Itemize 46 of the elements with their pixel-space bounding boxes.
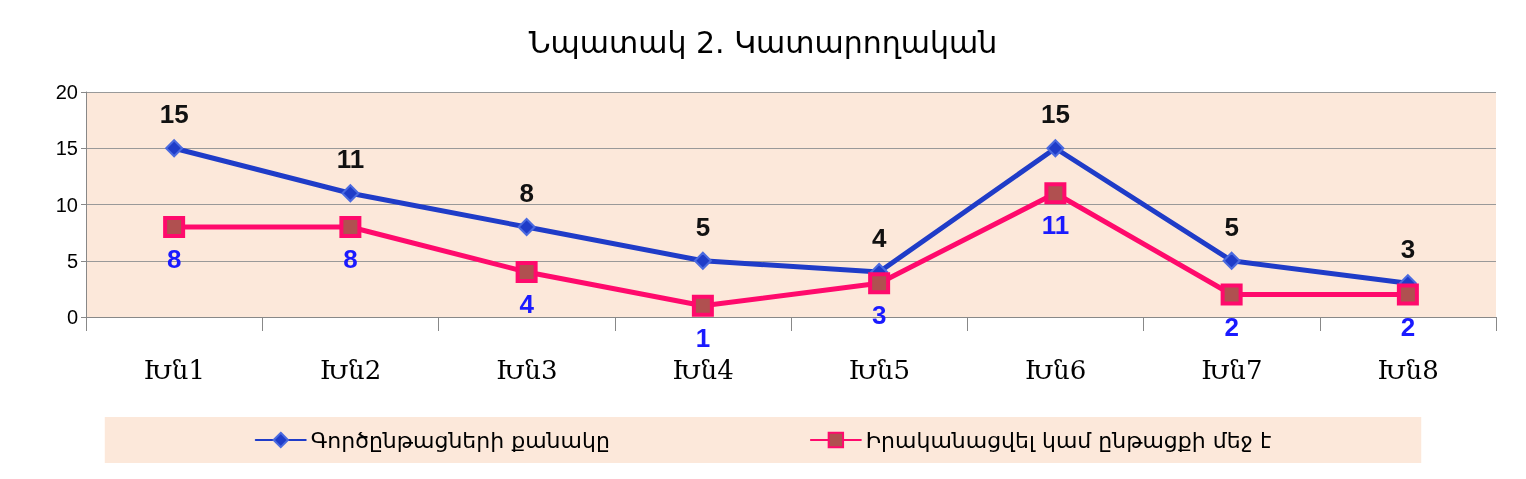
- chart-title: Նպատակ 2. Կատարողական: [528, 24, 998, 60]
- data-label: 5: [695, 211, 711, 242]
- legend-label: Գործընթացների քանակը: [310, 427, 610, 453]
- point: [339, 216, 362, 238]
- point: [163, 216, 186, 238]
- point: [1222, 251, 1241, 270]
- x-tick-label: Խն6: [1024, 355, 1087, 385]
- y-tick-label: 15: [55, 137, 78, 160]
- data-label: 8: [166, 244, 182, 274]
- point: [693, 251, 712, 270]
- data-label: 1: [695, 322, 711, 353]
- point: [1046, 139, 1065, 158]
- point: [1396, 283, 1419, 306]
- data-label: 3: [871, 300, 887, 331]
- data-label: 8: [519, 178, 534, 208]
- data-label: 2: [1224, 311, 1239, 342]
- point: [1044, 182, 1067, 205]
- data-label: 5: [1224, 211, 1239, 242]
- data-label: 15: [159, 99, 189, 130]
- x-tick-label: Խն2: [319, 355, 382, 385]
- data-label: 8: [343, 244, 358, 274]
- data-label: 11: [1041, 210, 1070, 241]
- y-tick-label: 20: [55, 81, 78, 103]
- point: [868, 272, 891, 295]
- y-tick-label: 10: [55, 193, 78, 216]
- data-label: 15: [1040, 99, 1070, 130]
- x-tick-label: Խն8: [1377, 355, 1439, 385]
- y-tick-label: 5: [66, 249, 78, 272]
- x-tick-label: Խն3: [495, 355, 558, 385]
- point: [341, 184, 360, 203]
- x-tick-label: Խն1: [143, 355, 205, 385]
- point: [1220, 283, 1243, 306]
- data-label: 4: [519, 289, 535, 319]
- data-label: 3: [1400, 234, 1416, 265]
- legend-label: Իրականացվել կամ ընթացքի մեջ է: [865, 427, 1272, 453]
- x-tick-label: Խն4: [672, 355, 734, 385]
- point: [165, 139, 184, 158]
- y-tick-label: 0: [66, 306, 78, 328]
- point: [691, 294, 714, 317]
- data-label: 2: [1400, 311, 1416, 342]
- data-label: 4: [871, 223, 887, 253]
- data-label: 11: [336, 144, 365, 175]
- point: [517, 218, 536, 236]
- x-tick-label: Խն5: [848, 355, 910, 385]
- x-tick-label: Խն7: [1200, 355, 1263, 385]
- point: [515, 261, 538, 283]
